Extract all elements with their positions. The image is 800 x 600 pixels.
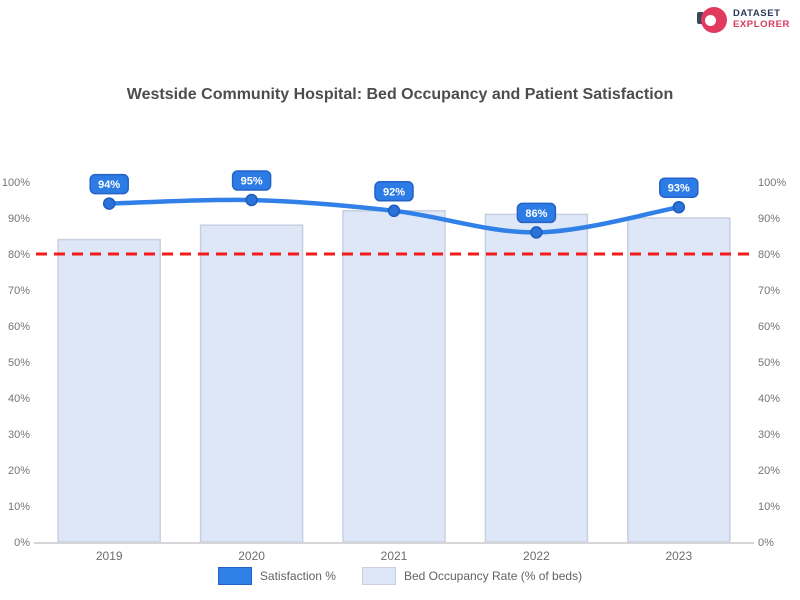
brand-wordmark: DATASET EXPLORER [733, 9, 790, 30]
y-axis-tick-label-left: 40% [8, 393, 30, 405]
data-label-badge [231, 170, 272, 191]
legend-label-satisfaction: Satisfaction % [259, 569, 336, 583]
legend-item-occupancy[interactable]: Bed Occupancy Rate (% of beds) [361, 567, 583, 585]
data-label-badge [659, 177, 699, 198]
legend-swatch-satisfaction [217, 567, 252, 585]
data-point-2023 [672, 200, 686, 214]
data-point-2022 [530, 226, 543, 239]
data-label-text: 94% [98, 179, 120, 191]
y-axis-tick-label-left: 10% [8, 501, 30, 513]
y-axis-tick-label-right: 80% [758, 249, 780, 261]
y-axis-tick-label-left: 50% [8, 357, 30, 369]
chart-title: Westside Community Hospital: Bed Occupan… [126, 86, 674, 103]
y-axis-tick-label-right: 20% [758, 465, 780, 477]
y-axis-tick-label-left: 0% [14, 537, 30, 549]
bar-2022 [484, 213, 589, 543]
y-axis-tick-label-left: 20% [8, 465, 30, 477]
data-label-text: 93% [668, 183, 690, 195]
legend-swatch-occupancy [361, 567, 396, 585]
data-point-2020 [245, 193, 258, 207]
x-axis-label-2019: 2019 [96, 549, 123, 563]
y-axis-tick-label-right: 70% [758, 285, 780, 297]
bar-2019 [57, 238, 161, 543]
data-label-text: 92% [383, 186, 405, 198]
y-axis-tick-label-right: 50% [758, 357, 780, 369]
chart-legend: Satisfaction % Bed Occupancy Rate (% of … [0, 567, 800, 585]
brand-logo-icon [696, 7, 727, 33]
x-axis-label-2020: 2020 [238, 549, 265, 563]
data-point-2019 [102, 197, 116, 210]
data-point-2021 [387, 204, 401, 218]
y-axis-tick-label-right: 10% [758, 501, 780, 513]
data-label-badge [516, 202, 557, 224]
brand-name-line2: EXPLORER [732, 19, 790, 30]
y-axis-tick-label-right: 30% [758, 429, 780, 441]
y-axis-tick-label-left: 60% [8, 321, 30, 333]
y-axis-tick-label-left: 80% [8, 249, 30, 261]
legend-label-occupancy: Bed Occupancy Rate (% of beds) [403, 569, 583, 583]
x-axis-label-2023: 2023 [665, 549, 692, 563]
brand-name-line1: DATASET [732, 8, 781, 20]
brand-logo: DATASET EXPLORER [696, 7, 790, 33]
bar-2020 [199, 224, 304, 543]
y-axis-tick-label-left: 70% [8, 285, 30, 297]
data-label-text: 95% [241, 176, 263, 188]
bar-2023 [627, 217, 731, 543]
y-axis-tick-label-right: 0% [758, 537, 774, 549]
x-axis-label-2022: 2022 [523, 549, 550, 563]
y-axis-tick-label-left: 100% [2, 177, 30, 189]
y-axis-tick-label-left: 90% [8, 213, 30, 225]
data-label-badge [374, 181, 414, 202]
y-axis-tick-label-left: 30% [8, 429, 30, 441]
legend-item-satisfaction[interactable]: Satisfaction % [217, 567, 336, 585]
y-axis-tick-label-right: 100% [758, 177, 786, 189]
data-label-text: 86% [525, 208, 547, 220]
bar-2021 [342, 210, 446, 543]
y-axis-tick-label-right: 90% [758, 213, 780, 225]
y-axis-tick-label-right: 40% [758, 393, 780, 405]
y-axis-tick-label-right: 60% [758, 321, 780, 333]
data-label-badge [89, 173, 129, 195]
x-axis-label-2021: 2021 [381, 549, 408, 563]
